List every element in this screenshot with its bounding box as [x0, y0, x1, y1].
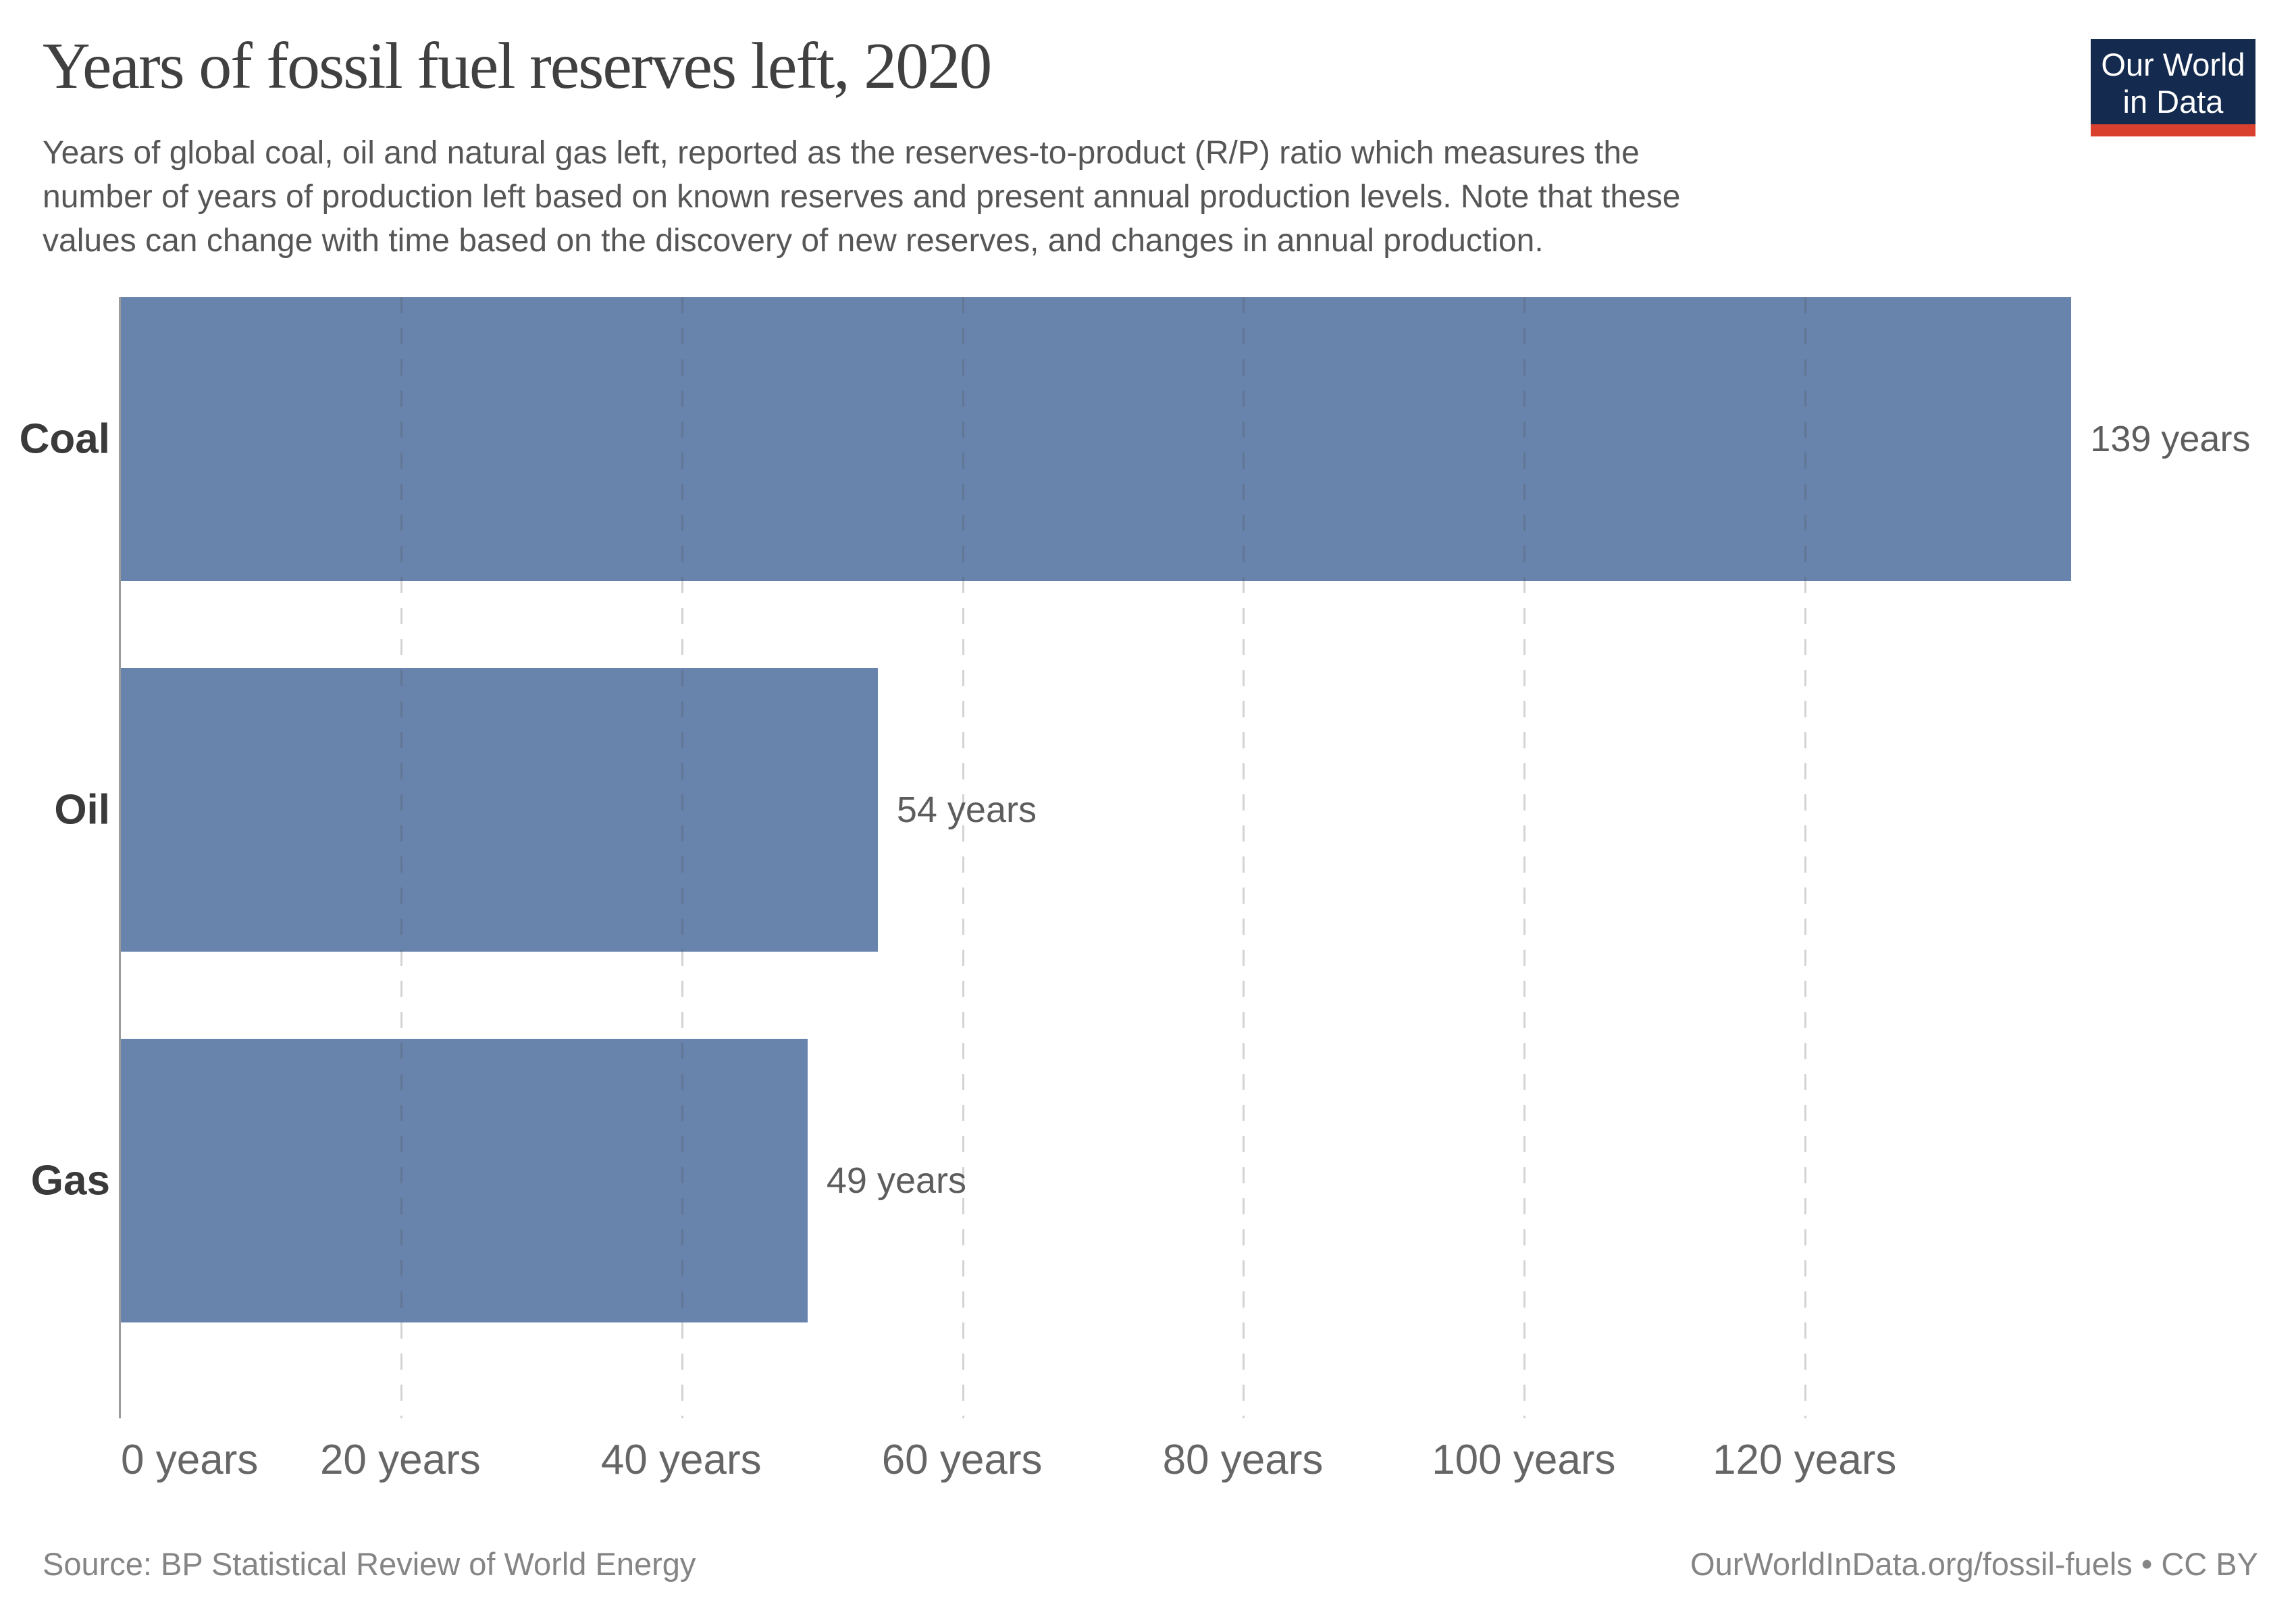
x-tick-label: 0 years: [121, 1437, 259, 1483]
bar-value-label: 139 years: [2090, 419, 2251, 459]
page-title: Years of fossil fuel reserves left, 2020: [43, 30, 992, 103]
plot-area: 139 years Coal 54 years Oil 49 years Gas: [20, 297, 2296, 1418]
owid-logo-red-bar: [2091, 124, 2255, 136]
x-tick-label: 60 years: [881, 1437, 1043, 1483]
bar-value-label: 54 years: [896, 790, 1037, 830]
category-label-oil: Oil: [54, 786, 110, 833]
bar-row: 139 years: [120, 297, 2250, 581]
bar-gas[interactable]: [120, 1039, 808, 1322]
bar-row: 49 years: [120, 1039, 966, 1322]
x-tick-label: 100 years: [1432, 1437, 1616, 1483]
subtitle-line-3: values can change with time based on the…: [43, 223, 1544, 259]
bar-oil[interactable]: [120, 668, 878, 952]
source-note: Source: BP Statistical Review of World E…: [43, 1546, 696, 1582]
x-axis-tick-labels: 0 years 20 years 40 years 60 years 80 years 1…: [120, 1436, 2296, 1497]
owid-logo: Our World in Data: [2091, 39, 2255, 136]
bar-value-label: 49 years: [826, 1160, 966, 1201]
owid-logo-text: Our World in Data: [2091, 46, 2255, 120]
attribution-link[interactable]: OurWorldInData.org/fossil-fuels • CC BY: [1690, 1546, 2258, 1582]
gridline: [962, 297, 964, 1418]
gridline: [1804, 297, 1807, 1418]
subtitle-line-2: number of years of production left based…: [43, 179, 1681, 215]
x-tick-label: 80 years: [1162, 1437, 1324, 1483]
gridline: [1523, 297, 1526, 1418]
gridline: [400, 297, 402, 1418]
gridline: [1243, 297, 1245, 1418]
gridline: [681, 297, 683, 1418]
y-axis-line: [119, 297, 121, 1418]
x-tick-label: 120 years: [1713, 1437, 1897, 1483]
owid-logo-line-1: Our World: [2101, 47, 2245, 82]
bar-coal[interactable]: [120, 297, 2072, 581]
bar-row: 54 years: [120, 668, 1037, 952]
x-tick-label: 40 years: [600, 1437, 762, 1483]
x-tick-label: 20 years: [319, 1437, 481, 1483]
subtitle-line-1: Years of global coal, oil and natural ga…: [43, 135, 1640, 171]
category-label-coal: Coal: [19, 415, 110, 463]
chart-subtitle: Years of global coal, oil and natural ga…: [43, 131, 1680, 263]
category-label-gas: Gas: [30, 1157, 110, 1204]
owid-logo-line-2: in Data: [2122, 84, 2224, 120]
